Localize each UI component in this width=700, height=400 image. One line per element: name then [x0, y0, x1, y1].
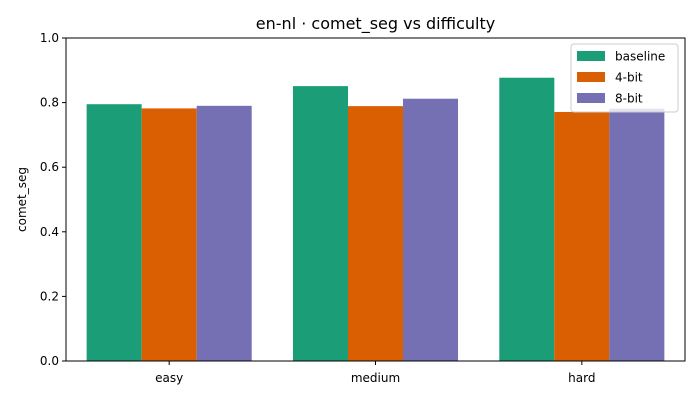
legend: baseline 4-bit 8-bit	[570, 43, 679, 113]
x-tick-label: medium	[351, 371, 400, 385]
legend-label: 4-bit	[615, 71, 643, 85]
x-tick-label: easy	[155, 371, 183, 385]
legend-label: baseline	[615, 50, 665, 64]
y-tick-label: 0.2	[40, 289, 59, 303]
bar-baseline-easy	[86, 104, 142, 362]
y-axis-label: comet_seg	[15, 167, 29, 232]
legend-swatch-8-bit	[577, 93, 605, 103]
bar-8-bit-hard	[609, 108, 665, 362]
y-tick-label: 0.4	[40, 225, 59, 239]
y-axis: 0.0 0.2 0.4 0.6 0.8 1.0	[40, 31, 66, 368]
bar-8-bit-medium	[403, 98, 459, 361]
bar-baseline-hard	[499, 77, 555, 361]
legend-label: 8-bit	[615, 92, 643, 106]
bar-4-bit-hard	[554, 111, 610, 361]
bar-8-bit-easy	[196, 105, 252, 361]
y-tick-label: 1.0	[40, 31, 59, 45]
y-tick-label: 0.8	[40, 96, 59, 110]
bar-4-bit-medium	[347, 106, 404, 362]
y-tick-label: 0.6	[40, 160, 59, 174]
bars-group	[86, 77, 665, 362]
bar-baseline-medium	[292, 86, 348, 361]
chart-title: en-nl · comet_seg vs difficulty	[256, 14, 495, 34]
bar-4-bit-easy	[141, 108, 197, 361]
x-axis: easy medium hard	[155, 361, 595, 385]
y-tick-label: 0.0	[40, 354, 59, 368]
x-tick-label: hard	[568, 371, 595, 385]
legend-swatch-4-bit	[577, 72, 605, 82]
legend-swatch-baseline	[577, 51, 605, 61]
